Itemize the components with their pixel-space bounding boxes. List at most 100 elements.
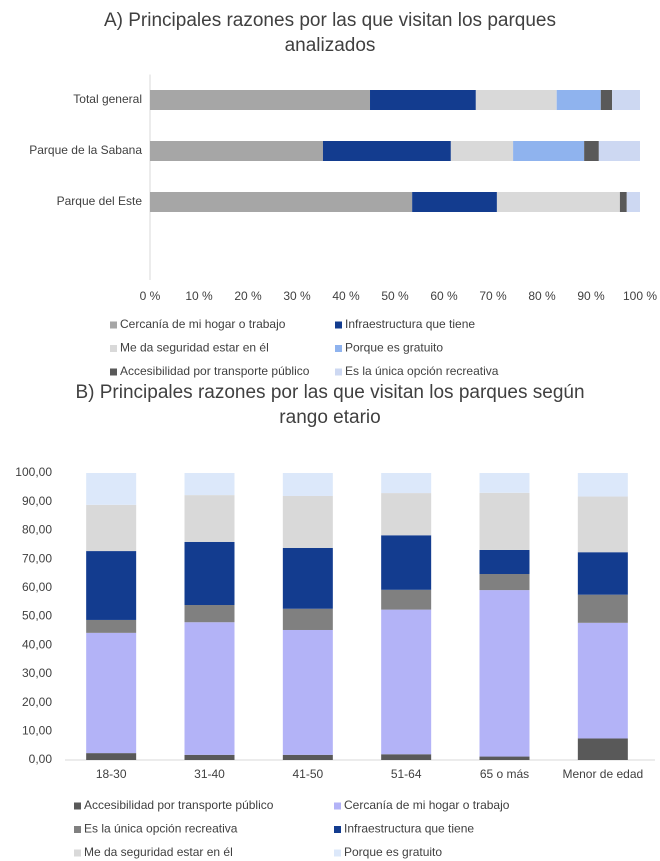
legend-label: Me da seguridad estar en él bbox=[120, 341, 269, 355]
y-tick-label: 0,00 bbox=[29, 752, 53, 766]
bar-segment bbox=[584, 141, 599, 161]
x-tick-label: 65 o más bbox=[480, 767, 529, 781]
bar-segment bbox=[450, 141, 514, 161]
y-tick-label: 30,00 bbox=[22, 666, 52, 680]
y-tick-label: 10,00 bbox=[22, 723, 52, 737]
legend-swatch bbox=[334, 849, 341, 857]
legend-label: Infraestructura que tiene bbox=[344, 822, 474, 836]
chart-title: B) Principales razones por las que visit… bbox=[75, 382, 585, 428]
bar-segment bbox=[479, 492, 530, 550]
bar-segment bbox=[282, 495, 333, 548]
x-tick-label: 18-30 bbox=[96, 767, 127, 781]
bar-segment bbox=[184, 541, 235, 606]
legend-label: Accesibilidad por transporte público bbox=[84, 798, 274, 812]
legend-label: Infraestructura que tiene bbox=[345, 317, 475, 331]
x-tick-label: 40 % bbox=[332, 289, 360, 303]
bar-segment bbox=[381, 493, 432, 536]
x-tick-label: 50 % bbox=[381, 289, 409, 303]
bar-segment bbox=[86, 753, 137, 760]
legend-swatch bbox=[74, 826, 81, 833]
bar-segment bbox=[86, 551, 137, 620]
bar-segment bbox=[479, 549, 530, 575]
legend-swatch bbox=[334, 826, 341, 833]
bar-segment bbox=[475, 90, 557, 110]
legend-swatch bbox=[335, 368, 342, 376]
x-tick-label: 20 % bbox=[234, 289, 262, 303]
x-tick-label: 70 % bbox=[479, 289, 507, 303]
bar-segment bbox=[381, 473, 432, 494]
y-tick-label: 70,00 bbox=[22, 551, 52, 565]
legend-label: Porque es gratuito bbox=[345, 341, 443, 355]
bar-segment bbox=[577, 496, 628, 553]
y-tick-label: 90,00 bbox=[22, 494, 52, 508]
bar-segment bbox=[184, 473, 235, 496]
bar-segment bbox=[370, 90, 476, 110]
y-tick-label: 20,00 bbox=[22, 695, 52, 709]
y-tick-label: 40,00 bbox=[22, 637, 52, 651]
y-tick-label: 50,00 bbox=[22, 609, 52, 623]
bar-segment bbox=[282, 608, 333, 630]
bar-segment bbox=[577, 594, 628, 623]
legend-swatch bbox=[335, 321, 342, 329]
bar-segment bbox=[86, 504, 137, 552]
x-tick-label: Menor de edad bbox=[562, 767, 643, 781]
chart-title: A) Principales razones por las que visit… bbox=[103, 10, 556, 56]
bar-segment bbox=[479, 756, 530, 760]
x-tick-label: 100 % bbox=[623, 289, 657, 303]
legend-swatch bbox=[335, 345, 342, 352]
chart: 0 % 10 % 20 % 30 % 40 % 50 % 60 % 70 % 80 % 90 % 1… bbox=[29, 74, 657, 378]
legend-label: Es la única opción recreativa bbox=[345, 364, 499, 378]
legend-swatch bbox=[110, 345, 117, 352]
legend-label: Cercanía de mi hogar o trabajo bbox=[120, 317, 286, 331]
bar-segment bbox=[282, 754, 333, 760]
bar-segment bbox=[86, 619, 137, 633]
bar-segment bbox=[513, 141, 585, 161]
legend-label: Es la única opción recreativa bbox=[84, 822, 238, 836]
x-tick-label: 60 % bbox=[430, 289, 458, 303]
x-tick-label: 80 % bbox=[528, 289, 556, 303]
x-tick-label: 0 % bbox=[140, 289, 161, 303]
x-tick-label: 30 % bbox=[283, 289, 311, 303]
bar-segment bbox=[412, 192, 497, 212]
legend-swatch bbox=[110, 321, 117, 329]
legend-swatch bbox=[74, 849, 81, 857]
x-tick-label: 51-64 bbox=[391, 767, 422, 781]
bar-segment bbox=[598, 141, 640, 161]
bar-segment bbox=[612, 90, 640, 110]
y-tick-label: 100,00 bbox=[15, 465, 52, 479]
bar-segment bbox=[184, 622, 235, 755]
bar-segment bbox=[184, 605, 235, 623]
bar-segment bbox=[619, 192, 627, 212]
y-tick-label: 60,00 bbox=[22, 580, 52, 594]
y-tick-label: 80,00 bbox=[22, 523, 52, 537]
x-tick-label: 90 % bbox=[577, 289, 605, 303]
bar-segment bbox=[86, 473, 137, 505]
legend-label: Cercanía de mi hogar o trabajo bbox=[344, 798, 510, 812]
x-tick-label: 10 % bbox=[185, 289, 213, 303]
bar-segment bbox=[577, 552, 628, 595]
bar-segment bbox=[381, 754, 432, 760]
y-tick-label: Parque de la Sabana bbox=[29, 143, 142, 157]
bar-segment bbox=[479, 473, 530, 493]
chart: 0,00 10,00 20,00 30,00 40,00 50,00 60,00 70,00 8… bbox=[15, 465, 655, 859]
bar-segment bbox=[86, 632, 137, 754]
bar-segment bbox=[150, 141, 323, 161]
x-tick-label: 41-50 bbox=[292, 767, 323, 781]
legend-label: Me da seguridad estar en él bbox=[84, 845, 233, 859]
x-tick-label: 31-40 bbox=[194, 767, 225, 781]
bar-segment bbox=[184, 754, 235, 760]
bar-segment bbox=[381, 535, 432, 590]
bar-segment bbox=[556, 90, 601, 110]
bar-segment bbox=[626, 192, 640, 212]
bar-segment bbox=[479, 574, 530, 591]
bar-segment bbox=[577, 738, 628, 760]
legend-label: Porque es gratuito bbox=[344, 845, 442, 859]
legend-swatch bbox=[334, 802, 341, 810]
bar-segment bbox=[282, 547, 333, 609]
bar-segment bbox=[496, 192, 620, 212]
bar-segment bbox=[577, 473, 628, 497]
bar-segment bbox=[282, 473, 333, 496]
bar-segment bbox=[322, 141, 451, 161]
bar-segment bbox=[600, 90, 613, 110]
bar-segment bbox=[479, 590, 530, 757]
